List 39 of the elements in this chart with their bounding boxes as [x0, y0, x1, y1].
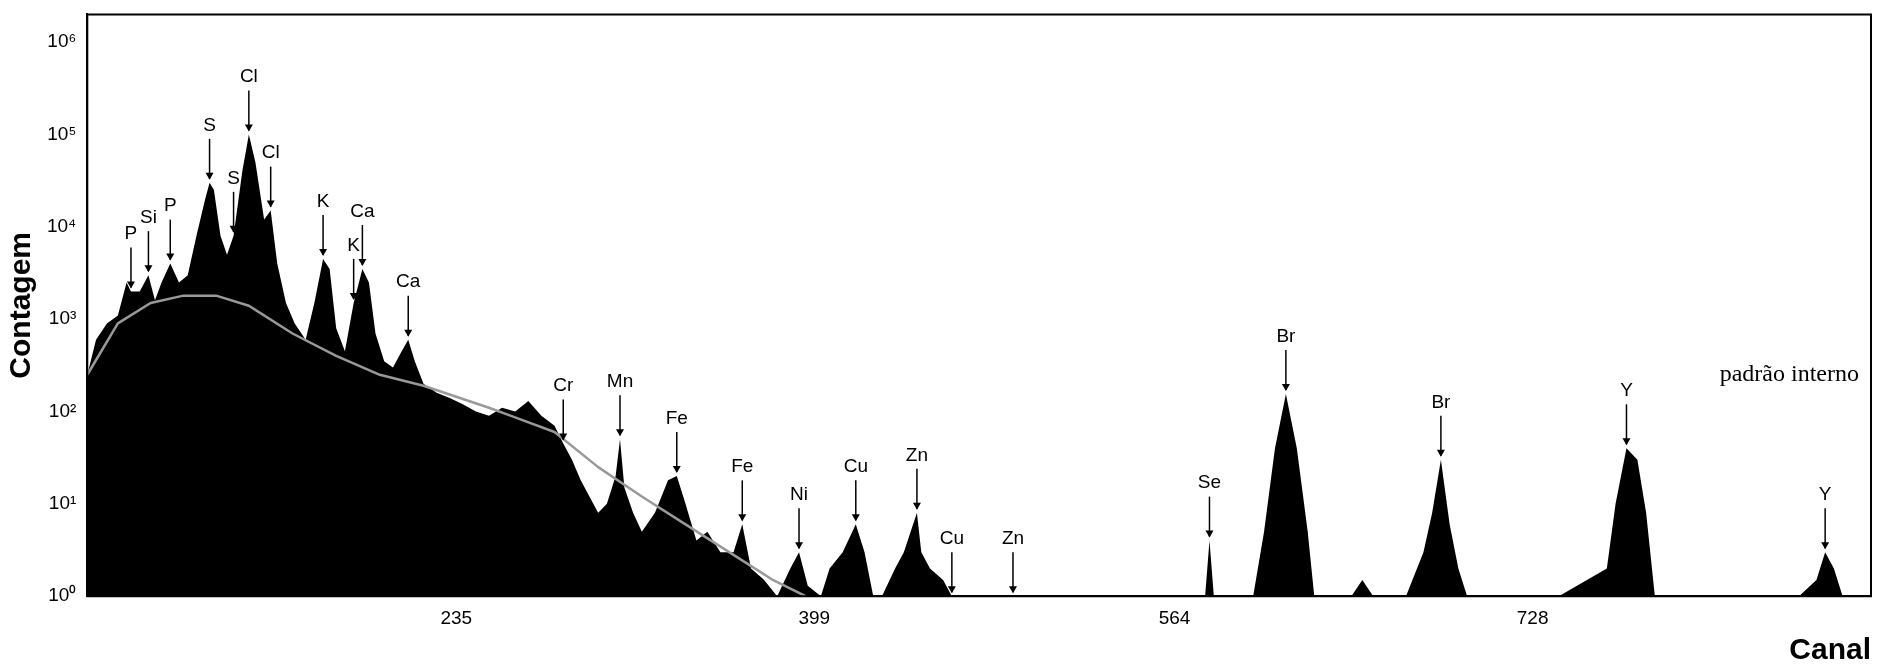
x-axis-title: Canal: [1789, 632, 1871, 666]
annotation: Zn: [1001, 526, 1025, 548]
annotation: K: [316, 189, 330, 211]
annotation: Cu: [843, 455, 868, 477]
annotation: P: [124, 222, 138, 244]
annotation: Fe: [665, 406, 688, 428]
annotation: Br: [1431, 390, 1452, 412]
annotation: Mn: [606, 370, 634, 392]
annotation: K: [347, 233, 361, 255]
annotation: S: [203, 113, 216, 135]
x-tick-label: 399: [798, 606, 831, 628]
annotation: S: [227, 166, 240, 188]
annotation: Y: [1818, 482, 1832, 504]
x-tick-label: 235: [440, 606, 473, 628]
y-tick-label: 10³: [48, 307, 77, 329]
annotation: Cr: [553, 374, 574, 396]
annotation: Cl: [239, 65, 258, 87]
y-axis-title: Contagem: [3, 231, 37, 379]
x-tick-label: 728: [1516, 606, 1549, 628]
y-tick-label: 10⁴: [46, 215, 77, 237]
annotation: Ni: [790, 482, 809, 504]
annotation: Ca: [350, 199, 375, 221]
annotation: Cu: [939, 526, 965, 548]
annotation: Zn: [905, 443, 929, 465]
y-tick-label: 10¹: [48, 492, 77, 514]
annotation: Y: [1620, 379, 1634, 401]
annotation: Br: [1276, 324, 1297, 346]
y-tick-label: 10²: [48, 399, 77, 421]
annotation: Cl: [261, 141, 280, 163]
annotation: P: [163, 194, 177, 216]
annotation: Ca: [396, 270, 421, 292]
annotation: Se: [1197, 471, 1222, 493]
annotation: Fe: [731, 455, 754, 477]
y-tick-label: 10⁶: [47, 30, 77, 52]
y-tick-label: 10⁰: [48, 584, 77, 606]
annotation: padrão interno: [1719, 360, 1859, 387]
annotation: Si: [139, 205, 157, 227]
x-tick-label: 564: [1158, 606, 1191, 628]
y-tick-label: 10⁵: [47, 122, 77, 144]
